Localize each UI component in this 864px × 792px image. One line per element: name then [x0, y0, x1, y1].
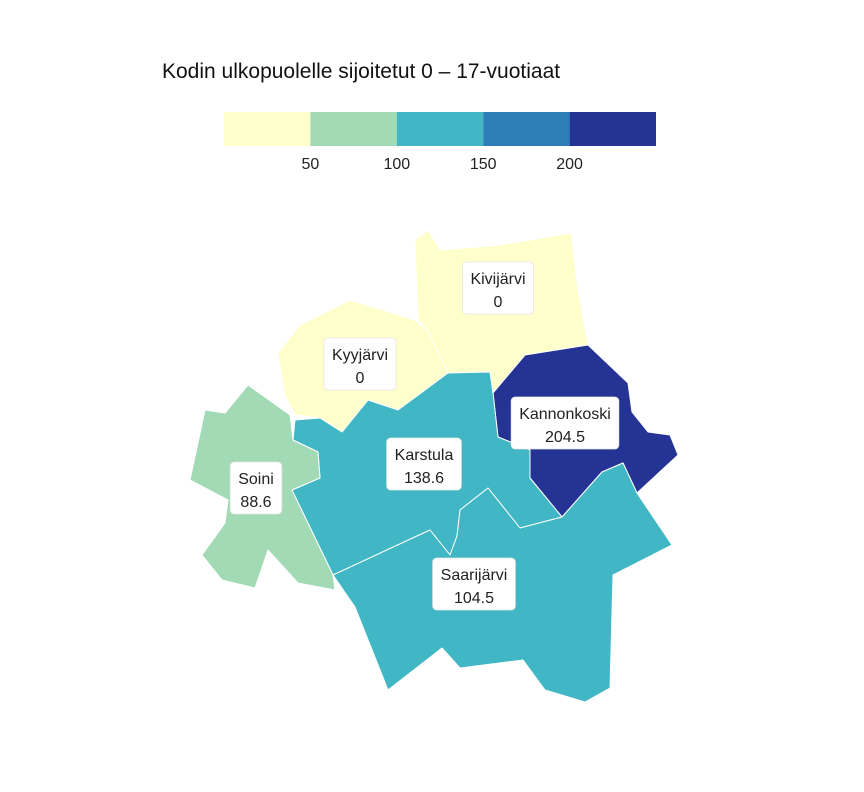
label-box — [386, 437, 462, 491]
legend-swatch — [569, 112, 656, 146]
region-name-label: Kannonkoski — [519, 406, 611, 423]
region-label-soini: Soini 88.6 — [229, 461, 283, 515]
region-name-label: Kivijärvi — [470, 271, 525, 288]
legend-tick-label: 200 — [556, 156, 583, 173]
legend: 50 100 150 200 — [224, 112, 656, 173]
region-name-label: Soini — [238, 471, 274, 488]
legend-swatch — [310, 112, 397, 146]
legend-swatch — [396, 112, 484, 146]
region-name-label: Karstula — [395, 447, 454, 464]
map-title: Kodin ulkopuolelle sijoitetut 0 – 17-vuo… — [162, 60, 560, 83]
region-label-saarijarvi: Saarijärvi 104.5 — [432, 557, 516, 611]
label-box — [432, 557, 516, 611]
label-box — [229, 461, 283, 515]
region-value-label: 204.5 — [545, 429, 585, 446]
region-label-karstula: Karstula 138.6 — [386, 437, 462, 491]
region-name-label: Kyyjärvi — [332, 347, 388, 364]
region-label-kyyjarvi: Kyyjärvi 0 — [323, 337, 397, 391]
legend-tick-label: 100 — [383, 156, 410, 173]
labels-layer: Kivijärvi 0 Kyyjärvi 0 Kannonkoski 204.5 Karst… — [229, 261, 620, 611]
legend-swatch — [224, 112, 311, 146]
region-name-label: Saarijärvi — [441, 567, 508, 584]
region-value-label: 104.5 — [454, 590, 494, 607]
region-value-label: 138.6 — [404, 470, 444, 487]
region-value-label: 0 — [494, 294, 503, 311]
region-value-label: 0 — [356, 370, 365, 387]
legend-tick-label: 50 — [302, 156, 320, 173]
region-label-kivijarvi: Kivijärvi 0 — [462, 261, 534, 315]
label-box — [510, 396, 620, 450]
legend-tick-label: 150 — [470, 156, 497, 173]
region-label-kannonkoski: Kannonkoski 204.5 — [510, 396, 620, 450]
legend-swatch — [483, 112, 570, 146]
label-box — [462, 261, 534, 315]
region-value-label: 88.6 — [240, 494, 271, 511]
label-box — [323, 337, 397, 391]
